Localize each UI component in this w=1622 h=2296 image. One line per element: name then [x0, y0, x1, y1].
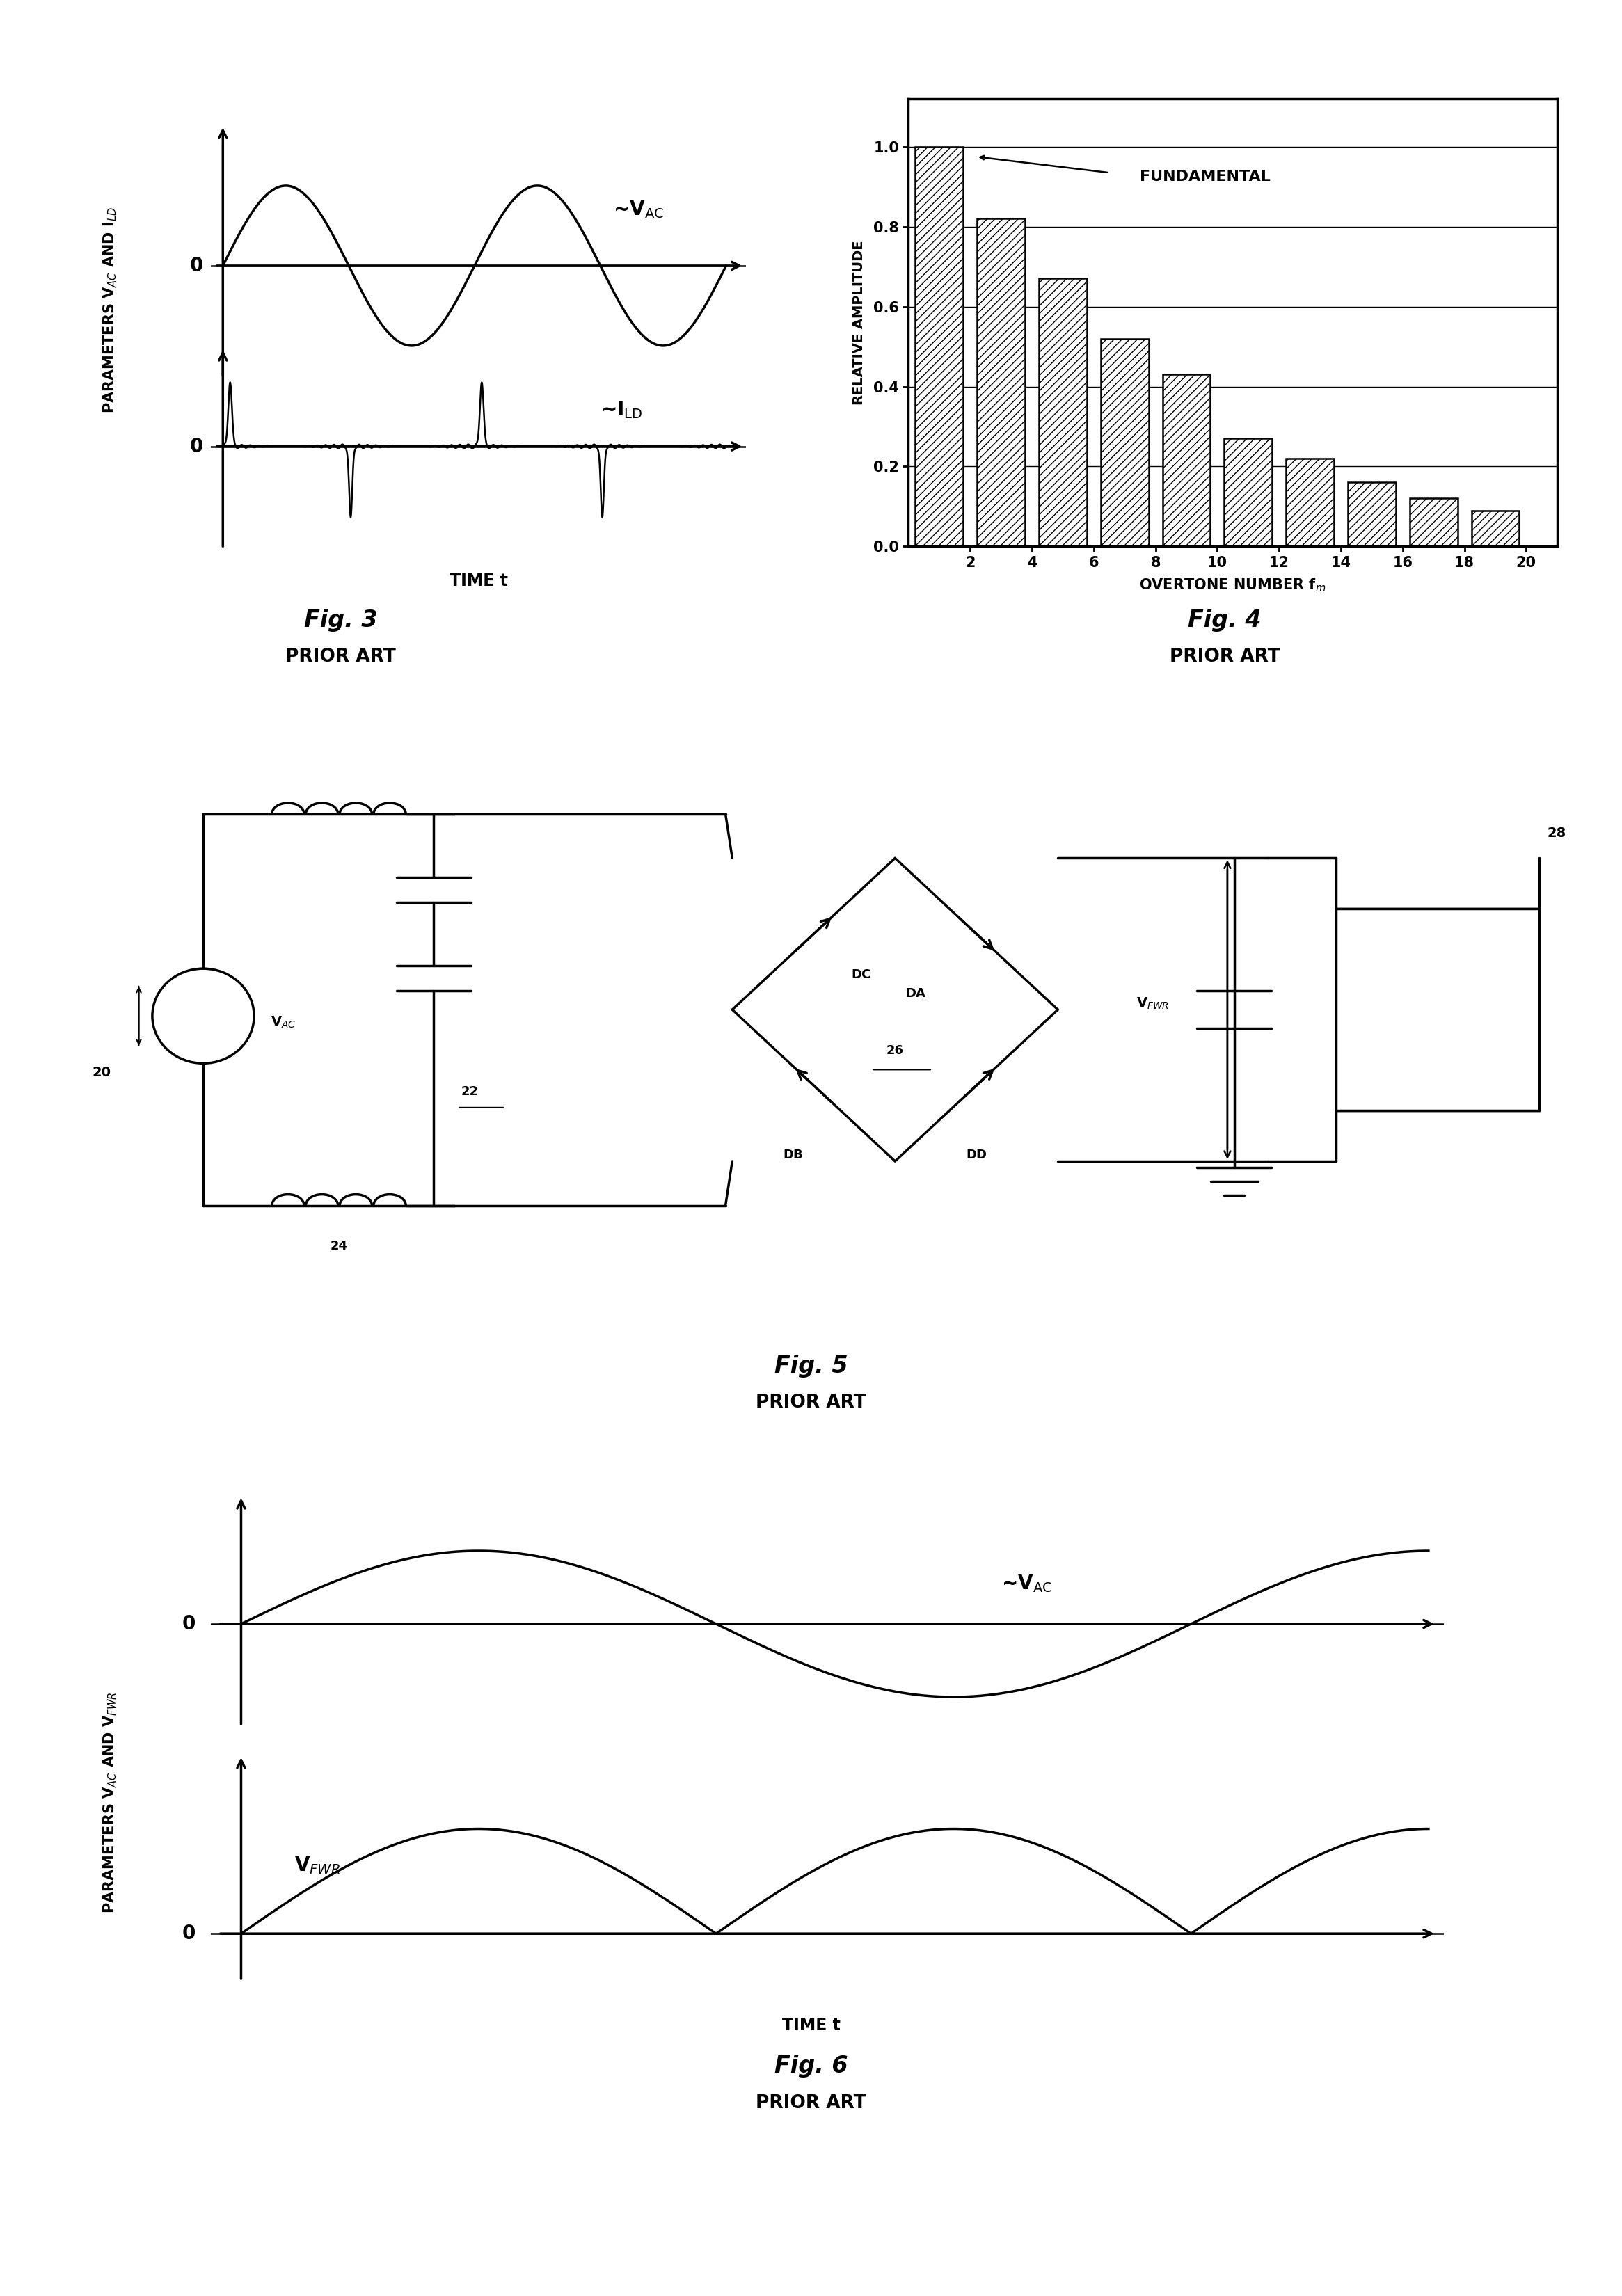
Text: PRIOR ART: PRIOR ART [1169, 647, 1280, 666]
Text: Fig. 3: Fig. 3 [303, 608, 378, 631]
Bar [1101, 338, 1148, 546]
Text: TIME t: TIME t [782, 2016, 840, 2034]
Text: 0: 0 [190, 255, 203, 276]
Text: V$_{AC}$: V$_{AC}$ [271, 1015, 297, 1029]
Bar [1337, 909, 1539, 1111]
Bar [1471, 510, 1520, 546]
Text: ~I$_{\mathrm{LD}}$: ~I$_{\mathrm{LD}}$ [600, 400, 642, 420]
Text: ~V$_{\mathrm{AC}}$: ~V$_{\mathrm{AC}}$ [613, 200, 663, 220]
Bar [1348, 482, 1395, 546]
Bar [976, 218, 1025, 546]
Text: DC: DC [1424, 985, 1450, 1003]
Text: Fig. 4: Fig. 4 [1187, 608, 1262, 631]
Text: PARAMETERS V$_{AC}$ AND V$_{FWR}$: PARAMETERS V$_{AC}$ AND V$_{FWR}$ [102, 1692, 118, 1913]
Text: V$_{FWR}$: V$_{FWR}$ [294, 1855, 341, 1876]
Bar [1410, 498, 1458, 546]
Bar [1163, 374, 1210, 546]
Text: LOAD: LOAD [1413, 1024, 1463, 1040]
Text: DA: DA [905, 987, 925, 1001]
Y-axis label: RELATIVE AMPLITUDE: RELATIVE AMPLITUDE [853, 241, 866, 404]
Text: FUNDAMENTAL: FUNDAMENTAL [1140, 170, 1270, 184]
Text: 0: 0 [182, 1924, 196, 1942]
Text: 0: 0 [182, 1614, 196, 1635]
Text: PRIOR ART: PRIOR ART [756, 2094, 866, 2112]
Text: PRIOR ART: PRIOR ART [756, 1394, 866, 1412]
Bar [1286, 459, 1333, 546]
Text: 22: 22 [461, 1086, 478, 1097]
Text: 24: 24 [331, 1240, 347, 1254]
Bar [1225, 439, 1272, 546]
Text: Fig. 6: Fig. 6 [774, 2055, 848, 2078]
Text: PRIOR ART: PRIOR ART [285, 647, 396, 666]
Text: PARAMETERS V$_{AC}$ AND I$_{LD}$: PARAMETERS V$_{AC}$ AND I$_{LD}$ [102, 207, 118, 413]
Text: ~V$_{\mathrm{AC}}$: ~V$_{\mathrm{AC}}$ [1001, 1573, 1051, 1593]
Bar [1038, 278, 1087, 546]
Bar [915, 147, 963, 546]
Text: TIME t: TIME t [449, 572, 508, 590]
Text: DB: DB [783, 1148, 803, 1162]
Text: 20: 20 [92, 1065, 110, 1079]
Text: 0: 0 [190, 436, 203, 457]
Text: Fig. 5: Fig. 5 [774, 1355, 848, 1378]
Text: DD: DD [967, 1148, 986, 1162]
X-axis label: OVERTONE NUMBER f$_m$: OVERTONE NUMBER f$_m$ [1139, 576, 1327, 595]
Text: DC: DC [852, 969, 871, 980]
Text: 26: 26 [886, 1045, 903, 1056]
Circle shape [152, 969, 255, 1063]
Text: 28: 28 [1547, 827, 1565, 840]
Text: V$_{FWR}$: V$_{FWR}$ [1137, 996, 1169, 1010]
Text: ~: ~ [193, 1001, 212, 1024]
